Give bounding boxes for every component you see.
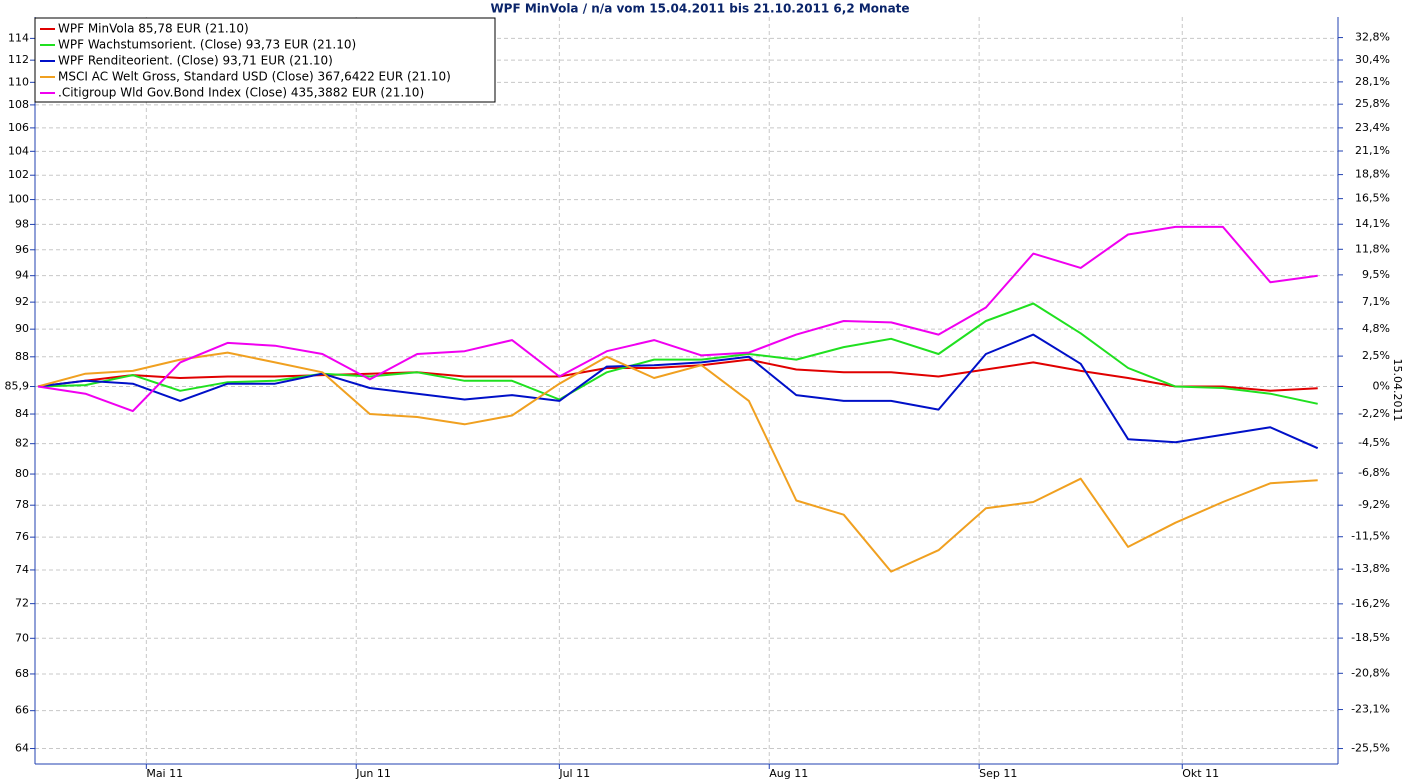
series-line [37,358,1318,392]
axes: 64 66 68 70 72 74 76 78 80 82 84 85,9 88 90 92 94 96 98 10… [5,17,1390,780]
y-tick-label: 104 [8,144,29,157]
y-tick-label: 90 [15,322,29,335]
series-line [37,351,1318,573]
y-tick-label: 70 [15,631,29,644]
y-tick-label: 78 [15,498,29,511]
y2-axis-label: 15.04.2011 [1391,359,1404,422]
y2-tick-label: 28,1% [1355,75,1390,88]
y2-tick-label: 9,5% [1362,268,1390,281]
y-tick-label: 108 [8,98,29,111]
x-tick-label: Jun 11 [355,767,391,780]
y2-tick-label: -25,5% [1351,742,1390,755]
y2-tick-label: 18,8% [1355,168,1390,181]
series-layer [37,225,1319,573]
y2-tick-label: -4,5% [1358,436,1390,449]
y2-tick-label: 21,1% [1355,144,1390,157]
chart-title: WPF MinVola / n/a vom 15.04.2011 bis 21.… [490,2,909,16]
y-tick-label: 98 [15,217,29,230]
y-tick-label: 74 [15,563,29,576]
y2-tick-label: -23,1% [1351,703,1390,716]
y-tick-label: 84 [15,407,29,420]
series-line [37,302,1318,405]
y-tick-label: 72 [15,597,29,610]
y-tick-label: 80 [15,467,29,480]
y-tick-label: 96 [15,243,29,256]
y2-tick-label: 16,5% [1355,192,1390,205]
legend-label: WPF Renditeorient. (Close) 93,71 EUR (21… [58,54,333,68]
y2-tick-label: -20,8% [1351,666,1390,679]
legend-label: WPF MinVola 85,78 EUR (21.10) [58,22,249,36]
y2-tick-label: -11,5% [1351,530,1390,543]
y-tick-label: 92 [15,295,29,308]
legend: WPF MinVola 85,78 EUR (21.10) WPF Wachstu… [34,17,496,103]
y2-tick-label: 0% [1373,379,1390,392]
series-line [37,333,1319,450]
y2-tick-label: -16,2% [1351,597,1390,610]
y-tick-label: 102 [8,168,29,181]
y-tick-label: 100 [8,193,29,206]
y2-tick-label: 25,8% [1355,97,1390,110]
legend-label: WPF Wachstumsorient. (Close) 93,73 EUR (… [58,38,356,52]
y2-tick-label: 30,4% [1355,53,1390,66]
legend-box [34,17,496,103]
y2-tick-label: 14,1% [1355,217,1390,230]
y2-tick-label: -13,8% [1351,562,1390,575]
y-tick-label: 82 [15,437,29,450]
x-tick-label: Sep 11 [979,767,1017,780]
y-tick-label: 106 [8,121,29,134]
x-tick-label: Aug 11 [769,767,808,780]
y2-tick-label: 11,8% [1355,242,1390,255]
y2-tick-label: 2,5% [1362,349,1390,362]
y2-tick-label: -9,2% [1358,498,1390,511]
x-tick-label: Jul 11 [558,767,590,780]
y-tick-label: 94 [15,269,29,282]
y2-tick-label: 23,4% [1355,121,1390,134]
legend-label: MSCI AC Welt Gross, Standard USD (Close)… [58,70,451,84]
y-tick-label: 66 [15,704,29,717]
y2-tick-label: -6,8% [1358,466,1390,479]
y-tick-label: 114 [8,31,29,44]
y2-tick-label: 4,8% [1362,322,1390,335]
y-tick-label: 85,9 [5,380,30,393]
y-tick-label: 110 [8,75,29,88]
y-tick-label: 76 [15,530,29,543]
grid [35,17,1338,764]
y-tick-label: 112 [8,53,29,66]
y-tick-label: 88 [15,350,29,363]
legend-label: .Citigroup Wld Gov.Bond Index (Close) 43… [58,86,424,100]
y2-tick-label: 32,8% [1355,31,1390,44]
y2-tick-label: 7,1% [1362,295,1390,308]
y-tick-label: 68 [15,667,29,680]
x-tick-label: Okt 11 [1182,767,1219,780]
x-tick-label: Mai 11 [146,767,183,780]
y2-tick-label: -18,5% [1351,631,1390,644]
y-tick-label: 64 [15,742,29,755]
y2-tick-label: -2,2% [1358,407,1390,420]
series-line [37,225,1318,413]
